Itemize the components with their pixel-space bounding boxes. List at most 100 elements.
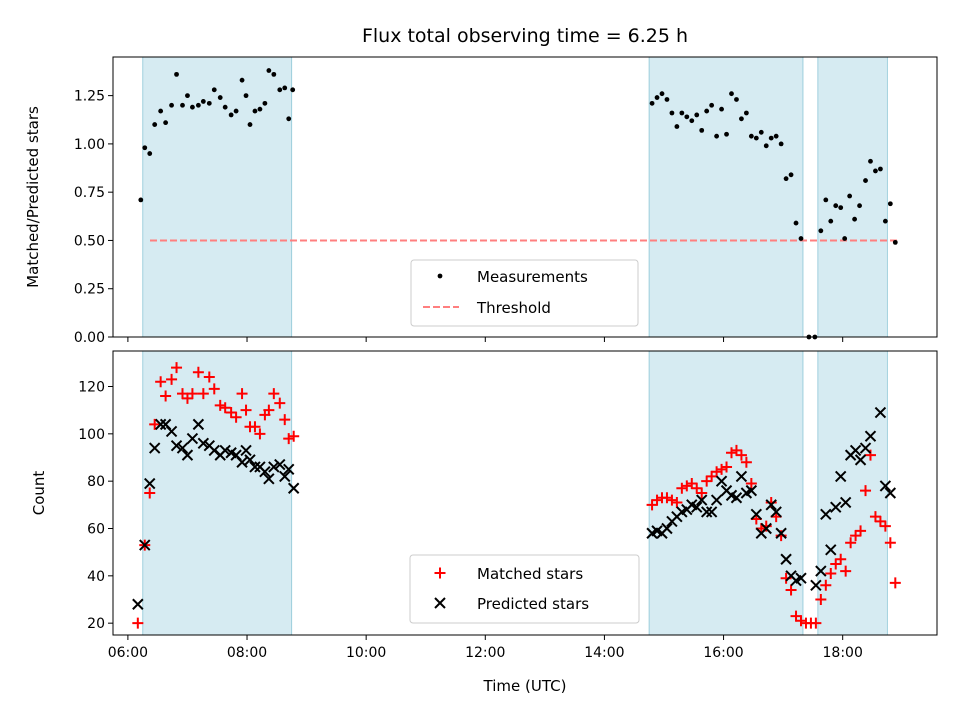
measurement-point — [684, 114, 690, 120]
matched-star-point — [676, 482, 688, 494]
predicted-star-point — [132, 598, 144, 610]
matched-star-point — [889, 577, 901, 589]
predicted-star-point — [884, 487, 897, 499]
legend-measurement-marker — [437, 273, 443, 279]
measurement-point — [734, 97, 739, 102]
ratio-legend: Measurements Threshold — [410, 259, 639, 327]
matched-star-point — [132, 617, 144, 629]
predicted-star-point — [186, 432, 199, 445]
count-y-axis-label: Count — [30, 471, 48, 516]
measurement-point — [694, 112, 700, 118]
matched-star-point — [681, 480, 693, 492]
predicted-star-point — [830, 501, 842, 513]
matched-star-point — [666, 494, 678, 506]
measurement-point — [709, 102, 715, 108]
matched-star-point — [236, 388, 248, 400]
measurement-point — [185, 93, 190, 99]
measurement-point — [200, 99, 206, 104]
matched-star-point — [263, 404, 275, 416]
measurement-point — [195, 102, 201, 108]
count-panel: 20 40 60 80 100 120 06:00 08:00 10:00 12:00 14:00… — [30, 350, 938, 695]
predicted-star-point — [192, 418, 205, 431]
measurement-point — [852, 216, 857, 222]
predicted-star-point — [745, 484, 758, 497]
predicted-star-point — [236, 456, 248, 468]
measurement-point — [222, 104, 228, 110]
matched-star-point — [850, 530, 862, 542]
measurement-point — [252, 108, 258, 114]
matched-star-point — [671, 496, 683, 508]
count-legend: Matched stars Predicted stars — [409, 554, 640, 624]
legend-predicted-label: Predicted stars — [477, 595, 589, 613]
measurement-point — [174, 71, 179, 77]
count-y-tick-label: 20 — [87, 616, 105, 632]
matched-star-point — [711, 466, 723, 478]
predicted-star-point — [874, 406, 887, 419]
predicted-star-point — [181, 449, 194, 461]
count-shaded-interval-0 — [142, 350, 293, 636]
ratio-axes-frame — [112, 56, 938, 338]
matched-star-point — [864, 449, 876, 461]
predicted-star-point — [795, 572, 807, 584]
legend-threshold-label: Threshold — [476, 299, 551, 317]
measurement-point — [892, 239, 898, 245]
count-shaded-intervals — [142, 350, 888, 636]
ratio-y-tick-label: 0.75 — [74, 185, 105, 201]
measurement-point — [659, 91, 665, 97]
chart-title: Flux total observing time = 6.25 h — [362, 25, 688, 47]
predicted-star-point — [839, 496, 852, 509]
matched-star-point — [249, 421, 261, 433]
matched-star-point — [166, 373, 178, 385]
matched-star-point — [730, 444, 742, 456]
matched-star-point — [785, 584, 797, 596]
predicted-star-point — [144, 477, 156, 490]
measurement-point — [887, 201, 893, 207]
ratio-y-ticks: 0.00 0.25 0.50 0.75 1.00 1.25 — [74, 89, 113, 346]
time-x-axis-label: Time (UTC) — [483, 677, 567, 695]
measurement-point — [748, 133, 754, 139]
count-y-tick-label: 40 — [87, 569, 105, 585]
count-y-tick-label: 120 — [78, 380, 105, 396]
matched-star-point — [225, 407, 237, 419]
matched-star-point — [192, 366, 204, 378]
predicted-star-point — [710, 494, 723, 506]
matched-star-point — [879, 520, 891, 532]
predicted-star-point — [854, 454, 867, 466]
predicted-star-point — [176, 442, 189, 454]
matched-star-point — [835, 553, 847, 565]
matched-star-point — [283, 433, 295, 445]
ratio-shaded-interval-0 — [142, 56, 293, 338]
ratio-y-tick-label: 0.50 — [74, 233, 105, 249]
matched-star-point — [274, 397, 286, 409]
ratio-panel: 0.00 0.25 0.50 0.75 1.00 1.25 Flux total obse… — [24, 25, 938, 346]
matched-star-point — [790, 610, 802, 622]
matched-star-point — [696, 487, 708, 499]
matched-star-point — [203, 371, 215, 383]
legend-measurements-label: Measurements — [477, 268, 588, 286]
ratio-shaded-interval-2 — [817, 56, 888, 338]
predicted-star-point — [730, 492, 743, 504]
predicted-star-point — [170, 439, 183, 452]
matched-star-point — [691, 482, 703, 494]
legend-matched-label: Matched stars — [477, 565, 583, 583]
measurement-point — [763, 143, 769, 149]
measurement-point — [818, 228, 824, 234]
count-y-tick-label: 80 — [87, 474, 105, 490]
measurement-point — [142, 145, 148, 151]
matched-star-point — [725, 447, 737, 459]
measurement-point — [857, 203, 862, 209]
measurement-point — [679, 110, 685, 116]
ratio-x-ticks — [127, 337, 844, 342]
measurement-point — [266, 68, 272, 73]
measurement-point — [833, 203, 839, 209]
measurement-point — [217, 95, 223, 100]
predicted-star-point — [279, 470, 291, 483]
measurement-point — [778, 141, 784, 147]
matched-star-point — [740, 456, 752, 468]
measurement-point — [724, 131, 729, 137]
predicted-star-point — [283, 463, 295, 476]
predicted-star-point — [263, 473, 275, 485]
matched-star-point — [884, 537, 896, 549]
predicted-star-point — [219, 444, 231, 457]
measurement-point — [842, 236, 848, 241]
